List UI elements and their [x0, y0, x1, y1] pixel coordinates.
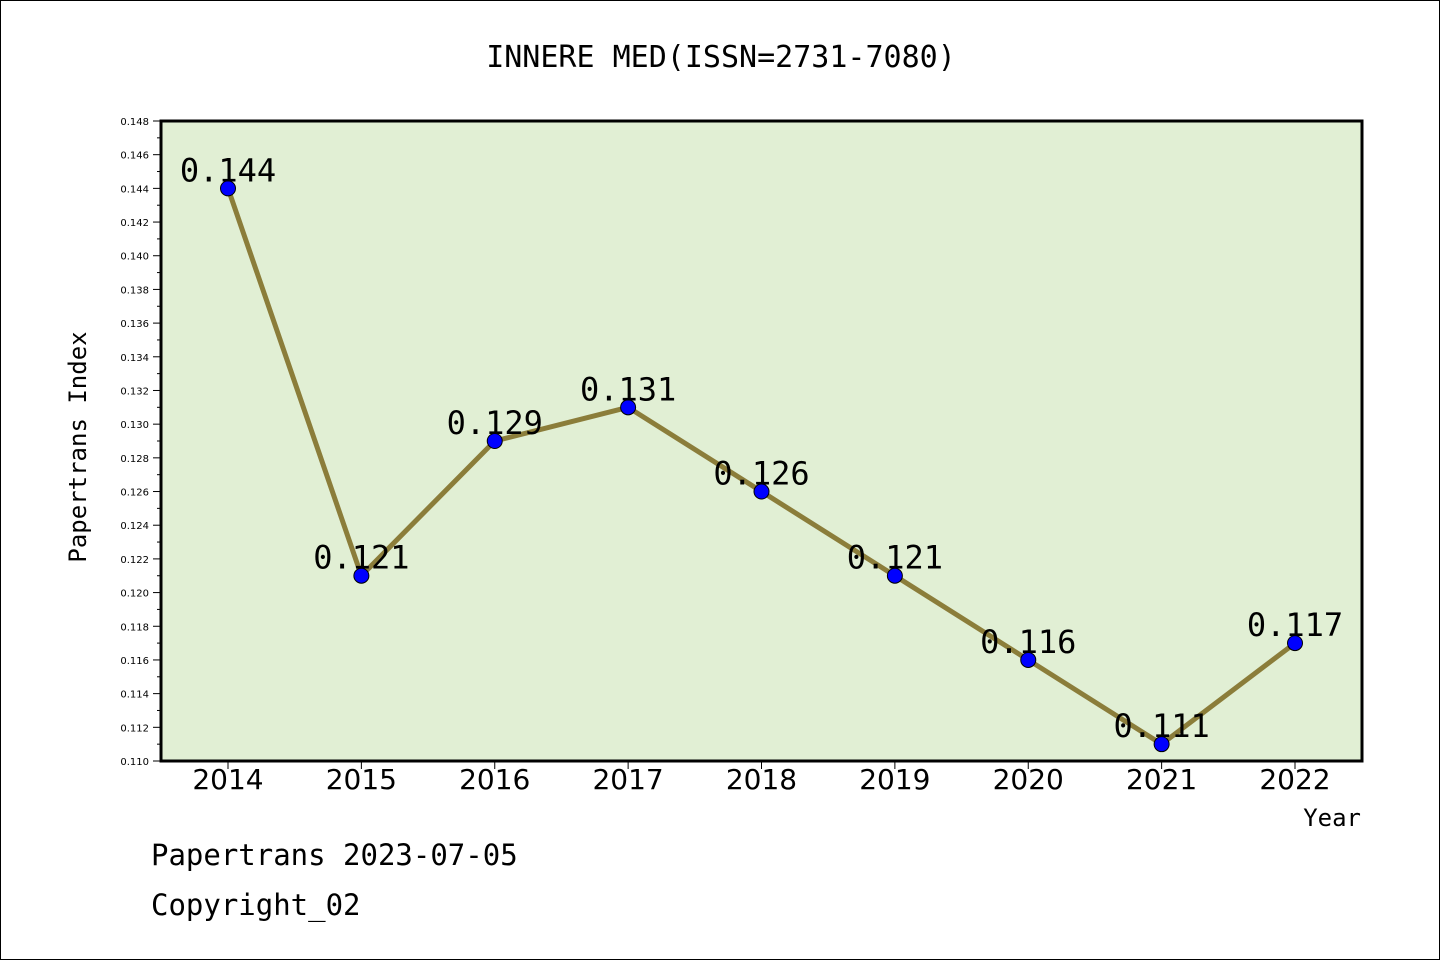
x-axis: 2014 2015 2016 2017 2018 2019 2020 2021 2022 — [192, 761, 1331, 796]
y-tick-label: 0.110 — [120, 757, 149, 768]
y-tick-label: 0.124 — [120, 521, 149, 532]
y-axis: 0.110 0.112 0.114 0.116 0.118 0.120 0.122 0.124… — [120, 117, 161, 768]
data-point — [1020, 651, 1037, 668]
x-axis-label: Year — [1303, 804, 1361, 832]
data-label: 0.131 — [580, 370, 676, 408]
y-tick-label: 0.146 — [120, 151, 149, 162]
x-tick-label: 2022 — [1259, 763, 1330, 796]
plot-area — [159, 119, 1364, 763]
x-tick-label: 2017 — [592, 763, 663, 796]
y-tick-label: 0.122 — [120, 555, 149, 566]
y-tick-label: 0.116 — [120, 656, 149, 667]
y-tick-label: 0.128 — [120, 454, 149, 465]
series-papertrans-index — [220, 180, 1303, 753]
y-tick-label: 0.114 — [120, 690, 149, 701]
data-point — [1287, 635, 1303, 652]
data-point — [753, 483, 770, 500]
data-label: 0.117 — [1247, 606, 1343, 644]
y-tick-label: 0.120 — [120, 589, 149, 600]
data-point — [886, 567, 903, 584]
data-label: 0.111 — [1113, 707, 1209, 745]
data-point — [1153, 736, 1170, 753]
data-label: 0.116 — [980, 623, 1076, 661]
y-tick-label: 0.142 — [120, 218, 149, 229]
data-point — [353, 567, 370, 584]
footer-date: Papertrans 2023-07-05 — [151, 838, 518, 872]
data-labels: 0.144 0.121 0.129 0.131 0.126 0.121 0.116 0.111… — [180, 151, 1343, 745]
x-tick-label: 2014 — [192, 763, 263, 796]
y-tick-label: 0.126 — [120, 488, 149, 499]
chart-title: INNERE MED(ISSN=2731-7080) — [486, 40, 956, 75]
x-tick-label: 2015 — [326, 763, 397, 796]
data-label: 0.121 — [847, 539, 943, 577]
data-label: 0.126 — [713, 455, 809, 493]
y-tick-label: 0.140 — [120, 252, 149, 263]
x-tick-label: 2020 — [993, 763, 1064, 796]
x-tick-label: 2021 — [1126, 763, 1197, 796]
y-tick-label: 0.112 — [120, 723, 149, 734]
y-axis-label: Papertrans Index — [64, 331, 92, 562]
data-point — [486, 433, 503, 449]
data-label: 0.129 — [447, 404, 543, 442]
x-tick-label: 2016 — [459, 763, 530, 796]
y-tick-label: 0.148 — [120, 117, 149, 128]
data-point — [220, 180, 236, 197]
data-point — [620, 399, 637, 416]
y-tick-label: 0.144 — [120, 184, 149, 195]
footer-copyright: Copyright_02 — [151, 888, 361, 923]
y-tick-label: 0.138 — [120, 285, 149, 296]
y-tick-label: 0.118 — [120, 622, 149, 633]
y-tick-label: 0.132 — [120, 386, 149, 397]
y-tick-label: 0.130 — [120, 420, 149, 431]
data-label: 0.121 — [313, 539, 409, 577]
x-tick-label: 2019 — [859, 763, 930, 796]
y-tick-label: 0.136 — [120, 319, 149, 330]
data-label: 0.144 — [180, 151, 276, 189]
y-tick-label: 0.134 — [120, 353, 149, 364]
x-tick-label: 2018 — [726, 763, 797, 796]
